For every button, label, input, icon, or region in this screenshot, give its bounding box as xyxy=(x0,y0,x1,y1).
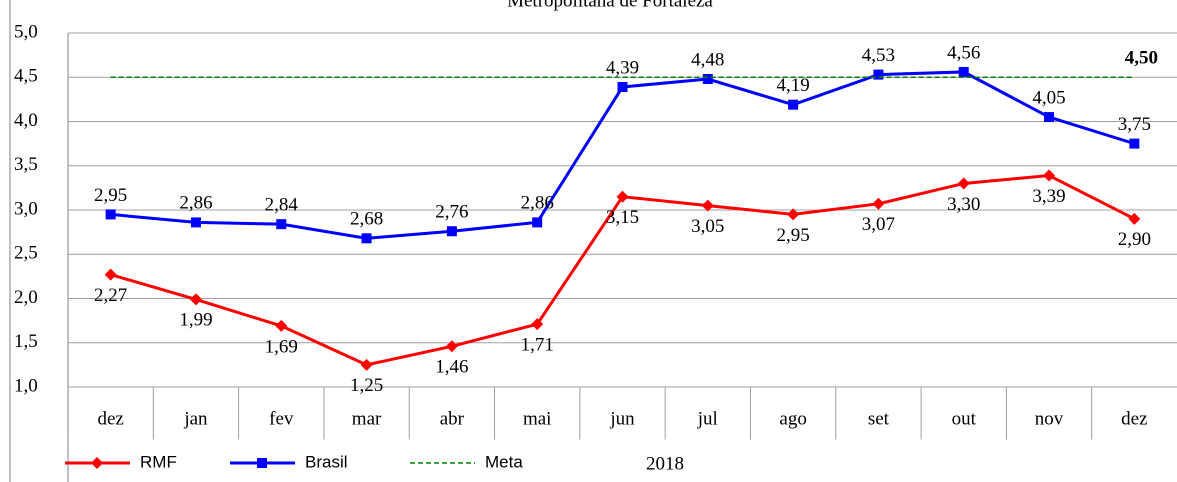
data-label: 3,15 xyxy=(606,207,639,228)
data-point xyxy=(532,217,543,228)
data-point xyxy=(701,199,714,212)
data-label: 2,76 xyxy=(435,202,468,223)
data-label: 1,25 xyxy=(350,375,383,396)
x-tick-label: jul xyxy=(697,408,718,429)
data-point xyxy=(105,209,116,220)
data-point xyxy=(787,208,800,221)
data-label: 2,95 xyxy=(776,225,809,246)
data-point xyxy=(446,226,457,237)
chart-title: Metropolitana de Fortaleza xyxy=(507,0,713,11)
data-point xyxy=(873,69,884,80)
data-label: 4,53 xyxy=(862,45,895,66)
data-label: 4,19 xyxy=(776,75,809,96)
data-point xyxy=(617,81,628,92)
data-label: 4,39 xyxy=(606,57,639,78)
y-tick-label: 1,5 xyxy=(14,331,38,352)
x-tick-label: ago xyxy=(779,408,806,429)
data-point xyxy=(872,197,885,210)
data-label: 2,27 xyxy=(94,285,127,306)
data-label: 3,39 xyxy=(1032,186,1065,207)
data-point xyxy=(360,358,373,371)
data-point xyxy=(958,66,969,77)
data-point xyxy=(445,340,458,353)
x-tick-label: nov xyxy=(1035,408,1064,429)
data-label: 2,84 xyxy=(265,195,299,216)
data-point xyxy=(702,74,713,85)
y-tick-label: 4,0 xyxy=(14,110,38,131)
data-point xyxy=(104,268,117,281)
data-label: 3,07 xyxy=(862,214,895,235)
data-point xyxy=(1044,112,1055,123)
data-point xyxy=(788,99,799,110)
data-point xyxy=(275,319,288,332)
y-tick-label: 1,0 xyxy=(14,375,38,396)
annotation: 4,50 xyxy=(1125,48,1158,69)
data-point xyxy=(361,233,372,244)
x-axis-label: 2018 xyxy=(646,453,684,474)
data-point xyxy=(1043,169,1056,182)
data-label: 1,46 xyxy=(435,357,468,378)
x-tick-label: out xyxy=(952,408,977,429)
data-label: 3,30 xyxy=(947,194,980,215)
data-point xyxy=(189,293,202,306)
data-label: 1,69 xyxy=(265,336,298,357)
data-point xyxy=(1128,212,1141,225)
y-tick-label: 3,5 xyxy=(14,154,38,175)
x-tick-label: fev xyxy=(269,408,294,429)
y-tick-label: 3,0 xyxy=(14,198,38,219)
data-point xyxy=(531,318,544,331)
x-tick-label: jan xyxy=(183,408,208,429)
data-label: 1,99 xyxy=(179,310,212,331)
data-label: 3,05 xyxy=(691,216,724,237)
x-tick-label: dez xyxy=(97,408,123,429)
data-label: 3,75 xyxy=(1118,114,1151,135)
x-tick-label: abr xyxy=(440,408,465,429)
y-tick-label: 5,0 xyxy=(14,21,38,42)
data-label: 2,95 xyxy=(94,185,127,206)
legend-marker xyxy=(257,458,267,468)
data-label: 4,56 xyxy=(947,42,980,63)
x-tick-label: jun xyxy=(609,408,635,429)
x-tick-label: set xyxy=(868,408,890,429)
data-label: 4,48 xyxy=(691,49,724,70)
data-point xyxy=(190,217,201,228)
legend-label: RMF xyxy=(140,452,177,471)
legend-label: Brasil xyxy=(305,452,348,471)
data-label: 1,71 xyxy=(521,335,554,356)
data-point xyxy=(1129,138,1140,149)
data-label: 4,05 xyxy=(1032,87,1065,108)
data-label: 2,90 xyxy=(1118,229,1151,250)
legend-label: Meta xyxy=(485,452,523,471)
data-label: 2,86 xyxy=(521,193,554,214)
x-tick-label: mar xyxy=(352,408,382,429)
data-label: 2,68 xyxy=(350,209,383,230)
data-point xyxy=(957,177,970,190)
data-point xyxy=(276,219,287,230)
x-tick-label: mai xyxy=(523,408,552,429)
y-tick-label: 2,5 xyxy=(14,243,38,264)
y-tick-label: 4,5 xyxy=(14,66,38,87)
data-point xyxy=(616,190,629,203)
legend-marker xyxy=(91,457,103,469)
x-tick-label: dez xyxy=(1121,408,1147,429)
y-tick-label: 2,0 xyxy=(14,287,38,308)
data-label: 2,86 xyxy=(179,193,212,214)
